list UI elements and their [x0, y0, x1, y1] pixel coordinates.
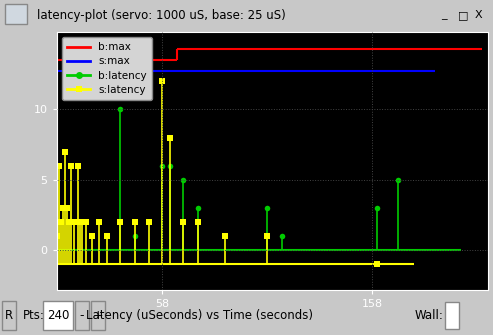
Text: R: R	[5, 309, 13, 322]
Text: Pts:: Pts:	[23, 309, 45, 322]
Text: 240: 240	[47, 309, 69, 322]
FancyBboxPatch shape	[445, 302, 459, 329]
FancyBboxPatch shape	[91, 301, 105, 330]
Text: _: _	[441, 10, 447, 20]
Text: Latency (uSeconds) vs Time (seconds): Latency (uSeconds) vs Time (seconds)	[86, 309, 314, 322]
FancyBboxPatch shape	[43, 301, 73, 330]
FancyBboxPatch shape	[5, 4, 27, 24]
Legend: b:max, s:max, b:latency, s:latency: b:max, s:max, b:latency, s:latency	[62, 37, 152, 100]
Text: X: X	[474, 10, 482, 20]
FancyBboxPatch shape	[75, 301, 89, 330]
FancyBboxPatch shape	[2, 301, 16, 330]
Text: -: -	[80, 309, 84, 322]
Text: +: +	[93, 309, 104, 322]
Text: latency-plot (servo: 1000 uS, base: 25 uS): latency-plot (servo: 1000 uS, base: 25 u…	[37, 9, 286, 22]
Text: Wall:: Wall:	[415, 309, 444, 322]
Text: □: □	[458, 10, 469, 20]
